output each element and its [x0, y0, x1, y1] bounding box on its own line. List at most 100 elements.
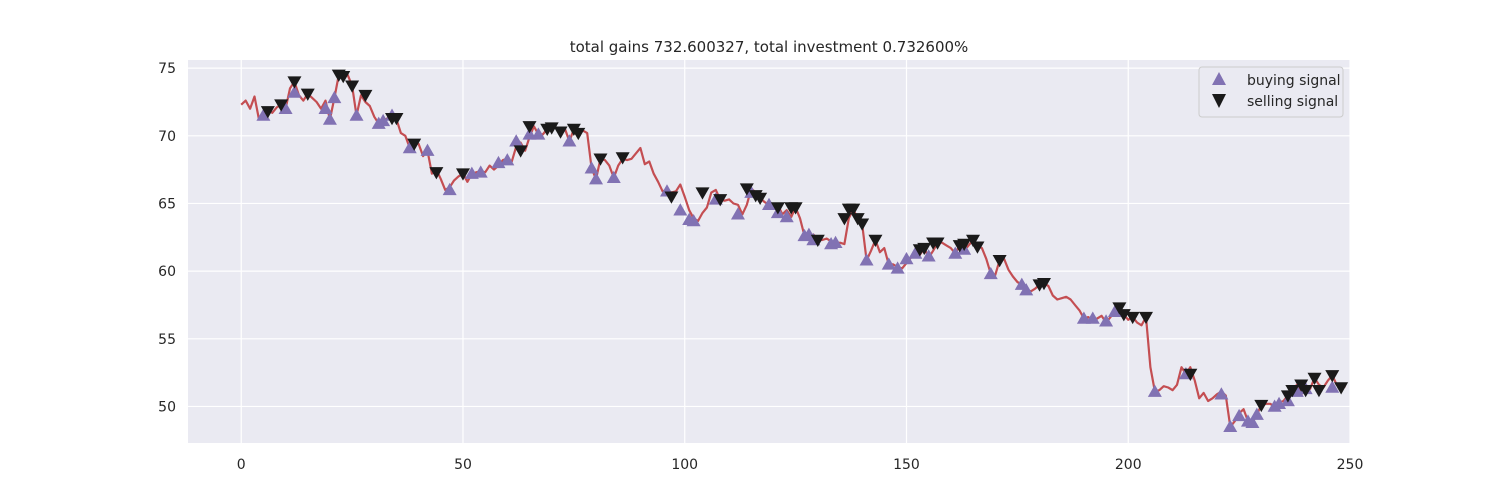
buy-signal-marker [376, 113, 391, 127]
buy-signal-marker [420, 143, 435, 156]
buy-signal-marker [1107, 304, 1122, 317]
buy-signal-marker [500, 153, 515, 166]
buy-signal-marker [859, 253, 874, 266]
buy-signal-marker [673, 203, 688, 216]
legend-buy-marker [1212, 72, 1226, 85]
sell-signal-marker [957, 238, 972, 252]
buy-signal-marker [442, 182, 457, 196]
x-tick-label: 100 [671, 457, 698, 473]
buy-signal-marker [1232, 408, 1247, 422]
sell-signal-marker [571, 127, 586, 141]
x-tick-labels: 0 50 100 150 200 250 [237, 457, 1364, 473]
legend-buy-label: buying signal [1247, 73, 1341, 89]
buy-signal-marker [1147, 384, 1162, 397]
buy-signal-marker [921, 249, 936, 262]
buy-signal-marker [899, 251, 914, 265]
sell-signal-marker [522, 121, 537, 134]
buy-signal-marker [1249, 407, 1264, 420]
buy-signal-marker [287, 85, 302, 98]
buy-signal-marker [828, 235, 843, 248]
sell-signal-marker [593, 153, 608, 166]
sell-signal-marker [966, 234, 981, 247]
sell-signal-marker [336, 70, 351, 84]
y-tick-label: 65 [158, 196, 176, 212]
buy-signal-marker [1099, 314, 1114, 327]
buy-signal-marker [584, 161, 599, 174]
sell-signal-marker [455, 168, 470, 181]
sell-signal-marker [300, 88, 315, 101]
buy-signal-marker [522, 127, 537, 140]
sell-signal-marker [544, 122, 559, 135]
sell-signal-marker [1183, 368, 1198, 381]
legend-sell-label: selling signal [1247, 94, 1338, 110]
sell-signal-marker [1311, 384, 1326, 398]
buy-signal-marker [509, 134, 524, 147]
y-tick-label: 60 [158, 264, 176, 280]
buy-signal-marker [1223, 419, 1238, 433]
sell-signal-marker [553, 126, 568, 139]
sell-signal-marker [1254, 399, 1269, 413]
buy-signal-marker [349, 108, 364, 121]
sell-signal-marker [1138, 311, 1153, 325]
sell-signal-marker [274, 99, 289, 112]
buy-signal-marker [779, 209, 794, 223]
sell-signal-marker [664, 191, 679, 204]
buy-signal-marker [256, 108, 271, 121]
sell-signal-marker [970, 241, 985, 254]
buy-signal-marker [1214, 387, 1229, 400]
selling-signal-markers [260, 69, 1349, 413]
sell-signal-marker [513, 145, 528, 158]
x-tick-label: 200 [1115, 457, 1142, 473]
buy-signal-marker [881, 257, 896, 270]
x-tick-label: 250 [1337, 457, 1364, 473]
buy-signal-marker [1325, 380, 1340, 393]
chart-title: total gains 732.600327, total investment… [570, 38, 969, 56]
legend: buying signal selling signal [1198, 66, 1344, 118]
buy-signal-marker [318, 101, 333, 114]
sell-signal-marker [992, 255, 1007, 268]
y-tick-label: 70 [158, 129, 176, 145]
legend-box [1198, 66, 1344, 118]
buy-signal-marker [562, 134, 577, 147]
buy-signal-marker [1085, 311, 1100, 324]
buy-signal-marker [890, 261, 905, 274]
buy-signal-marker [1019, 283, 1034, 296]
buy-signal-marker [983, 266, 998, 280]
buy-signal-marker [1245, 415, 1260, 428]
buy-signal-marker [908, 246, 923, 259]
sell-signal-marker [753, 192, 768, 206]
y-tick-label: 75 [158, 61, 176, 77]
sell-signal-marker [287, 76, 302, 89]
buy-signal-marker [948, 246, 963, 259]
buy-signal-marker [531, 127, 546, 140]
sell-signal-marker [770, 202, 785, 215]
sell-signal-marker [788, 202, 803, 215]
buy-signal-marker [327, 90, 342, 104]
buy-signal-marker [686, 214, 701, 227]
sell-signal-marker [810, 234, 825, 247]
sell-signal-marker [389, 112, 404, 126]
sell-signal-marker [930, 237, 945, 250]
x-tick-label: 0 [237, 457, 246, 473]
sell-signal-marker [407, 138, 422, 151]
buy-signal-marker [322, 112, 337, 125]
sell-signal-marker [739, 183, 754, 196]
sell-signal-marker [1334, 382, 1349, 395]
buy-signal-marker [473, 165, 488, 178]
legend-sell-marker [1212, 94, 1226, 108]
buy-signal-marker [1076, 311, 1091, 324]
sell-signal-marker [695, 187, 710, 200]
buy-signal-marker [278, 101, 293, 114]
x-tick-label: 50 [454, 457, 472, 473]
buy-signal-marker [402, 140, 417, 154]
buy-signal-marker [762, 197, 776, 211]
sell-signal-marker [917, 242, 932, 256]
sell-signal-marker [1298, 384, 1313, 398]
buy-signal-marker [606, 170, 621, 183]
sell-signal-marker [358, 89, 373, 103]
sell-signal-marker [1325, 370, 1340, 383]
y-tick-label: 55 [158, 332, 176, 348]
sell-signal-marker [1307, 372, 1322, 386]
sell-signal-marker [1112, 302, 1127, 315]
